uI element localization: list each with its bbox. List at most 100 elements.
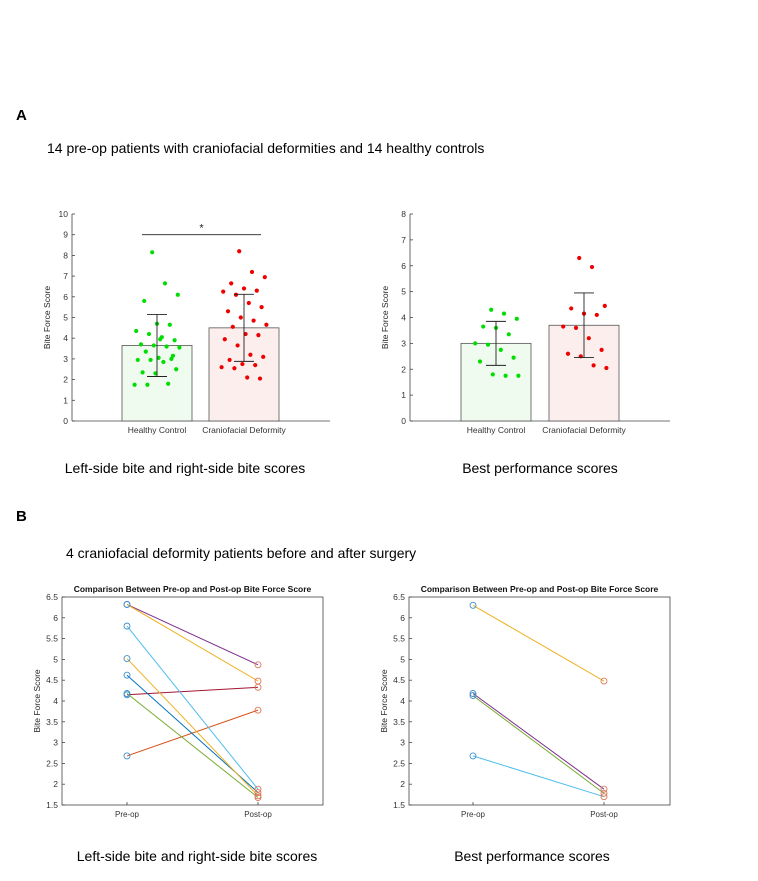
data-point: [134, 328, 139, 334]
y-tick-label: 1: [63, 395, 68, 405]
y-tick-label: 3: [401, 338, 406, 348]
data-point: [227, 357, 232, 363]
chart-title: Comparison Between Pre-op and Post-op Bi…: [74, 584, 312, 594]
y-axis-label: Bite Force Score: [380, 286, 390, 350]
data-point: [561, 324, 566, 329]
data-point: [167, 322, 172, 327]
pre-op-marker: [123, 622, 131, 630]
pre-op-marker: [123, 690, 131, 697]
y-tick-label: 1.5: [46, 800, 58, 810]
y-tick-label: 7: [401, 235, 406, 245]
data-point: [142, 298, 147, 304]
y-tick-label: 4: [63, 333, 68, 343]
post-op-marker: [254, 789, 262, 796]
series-line: [126, 709, 259, 757]
y-tick-label: 0: [63, 416, 68, 426]
data-point: [599, 347, 604, 352]
data-point: [254, 288, 259, 293]
data-point: [253, 363, 258, 368]
data-point: [162, 281, 168, 286]
data-point: [604, 365, 609, 371]
data-point: [132, 382, 137, 387]
data-point: [259, 305, 264, 310]
data-point: [156, 355, 161, 360]
pre-op-marker: [123, 601, 131, 608]
data-point: [166, 381, 171, 386]
post-op-marker: [600, 677, 608, 685]
panel-b-subtitle: 4 craniofacial deformity patients before…: [66, 545, 417, 561]
data-point: [501, 311, 507, 316]
x-tick-label: Healthy Control: [128, 425, 187, 435]
data-point: [246, 300, 251, 306]
series-line: [126, 658, 259, 797]
pre-op-marker: [469, 752, 477, 760]
pre-op-marker: [469, 601, 477, 609]
data-point: [219, 365, 224, 370]
data-point: [240, 361, 245, 367]
plot-frame: [408, 596, 671, 806]
data-point: [511, 355, 516, 360]
y-tick-label: 6.5: [46, 592, 58, 602]
data-point: [506, 332, 511, 337]
y-tick-label: 2: [401, 364, 406, 374]
data-point: [169, 356, 174, 361]
series-line: [126, 686, 259, 696]
series-line: [126, 693, 259, 798]
y-tick-label: 4.5: [393, 675, 405, 685]
y-tick-label: 8: [401, 209, 406, 219]
series-line: [126, 604, 259, 682]
y-tick-label: 4: [53, 696, 58, 706]
panel-a-caption-right: Best performance scores: [462, 460, 618, 476]
post-op-marker: [254, 706, 262, 714]
data-point: [516, 373, 521, 378]
data-point: [243, 331, 248, 337]
y-tick-label: 2: [53, 779, 58, 789]
y-axis-label: Bite Force Score: [379, 669, 389, 733]
x-tick-label: Craniofacial Deformity: [542, 425, 626, 435]
data-point: [245, 375, 250, 380]
x-tick-label: Post-op: [590, 810, 618, 819]
x-tick-label: Healthy Control: [467, 425, 526, 435]
panel-a-caption-left: Left-side bite and right-side bite score…: [64, 460, 306, 476]
data-point: [222, 337, 227, 342]
y-tick-label: 3: [400, 738, 405, 748]
y-tick-label: 1: [401, 390, 406, 400]
y-tick-label: 9: [63, 230, 68, 240]
post-op-marker: [254, 661, 262, 669]
y-tick-label: 6: [63, 292, 68, 302]
y-tick-label: 6: [401, 261, 406, 271]
data-point: [249, 269, 255, 275]
y-tick-label: 6: [53, 613, 58, 623]
pre-op-marker: [123, 671, 131, 679]
x-tick-label: Post-op: [244, 810, 272, 819]
y-tick-label: 6.5: [393, 592, 405, 602]
data-point: [594, 312, 599, 318]
data-point: [473, 341, 478, 346]
y-tick-label: 5: [401, 287, 406, 297]
data-point: [257, 376, 263, 381]
data-point: [569, 306, 574, 311]
data-point: [261, 354, 266, 359]
series-line: [126, 604, 259, 666]
data-point: [164, 344, 169, 349]
data-point: [177, 345, 182, 350]
pre-op-marker: [469, 690, 477, 697]
data-point: [175, 292, 180, 297]
data-point: [146, 331, 152, 337]
data-point: [489, 307, 494, 312]
data-point: [151, 343, 156, 348]
series-line: [472, 695, 605, 794]
y-tick-label: 2: [400, 779, 405, 789]
chart-title: Comparison Between Pre-op and Post-op Bi…: [421, 584, 659, 594]
data-point: [225, 309, 231, 314]
y-tick-label: 2.5: [393, 758, 405, 768]
y-tick-label: 7: [63, 271, 68, 281]
y-tick-label: 8: [63, 250, 68, 260]
data-point: [150, 250, 155, 255]
x-tick-label: Pre-op: [115, 810, 140, 819]
chart-b-right: Comparison Between Pre-op and Post-op Bi…: [379, 584, 671, 819]
y-axis-label: Bite Force Score: [42, 286, 52, 350]
y-tick-label: 5: [53, 654, 58, 664]
data-point: [148, 357, 153, 363]
y-tick-label: 3: [63, 354, 68, 364]
